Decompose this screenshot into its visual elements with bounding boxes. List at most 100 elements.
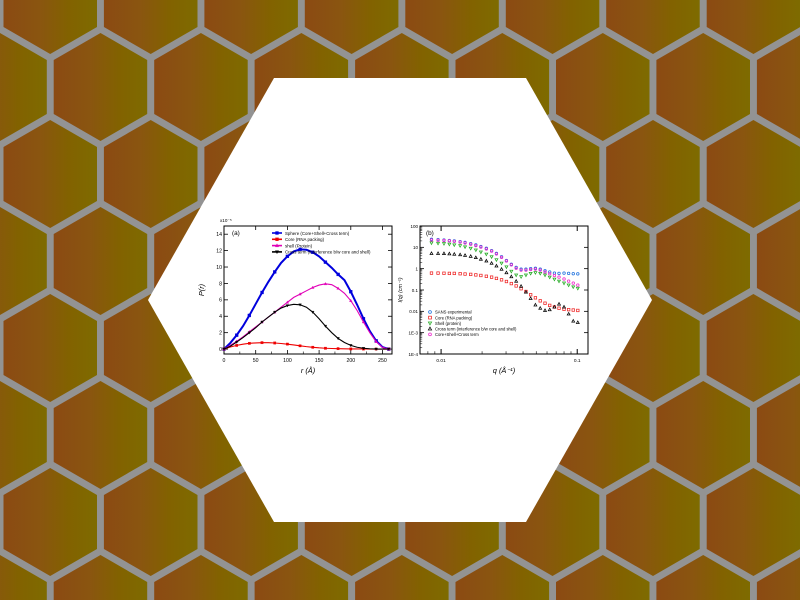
data-point-marker	[533, 302, 538, 307]
honeycomb-cell	[0, 33, 47, 141]
honeycomb-cell	[103, 0, 198, 54]
data-point-marker	[349, 298, 353, 302]
legend-label: Sphere (Core+Shell+Cross term)	[285, 231, 350, 236]
data-point-marker	[489, 249, 494, 253]
data-point-marker	[435, 251, 441, 255]
data-point-marker	[571, 272, 575, 276]
y-tick-label: 1E-3	[408, 330, 418, 335]
data-point-marker	[458, 244, 463, 248]
data-point-marker	[298, 344, 302, 348]
data-point-marker	[473, 248, 478, 253]
data-point-marker	[468, 246, 473, 251]
honeycomb-cell	[706, 294, 800, 402]
data-point-marker	[298, 247, 302, 252]
honeycomb-cell	[455, 555, 550, 600]
data-point-marker	[514, 284, 518, 288]
x-tick-label: 0.01	[436, 358, 446, 364]
data-point-marker	[474, 244, 478, 248]
data-point-marker	[222, 347, 226, 351]
data-point-marker	[528, 271, 533, 276]
data-point-marker	[566, 311, 571, 316]
data-point-marker	[387, 347, 391, 351]
data-point-marker	[436, 238, 440, 242]
data-point-marker	[523, 289, 529, 294]
data-point-marker	[543, 301, 547, 305]
data-point-marker	[458, 272, 462, 276]
data-point-marker	[427, 326, 433, 331]
data-point-marker	[361, 320, 366, 324]
data-point-marker	[567, 271, 571, 276]
data-point-marker	[452, 239, 456, 244]
data-point-marker	[429, 241, 434, 246]
data-point-marker	[479, 245, 483, 249]
legend-label: Core (RNA packing)	[285, 237, 325, 242]
data-point-marker	[469, 242, 473, 246]
series-line	[223, 283, 389, 350]
data-point-marker	[462, 245, 468, 250]
data-point-marker	[562, 271, 566, 275]
data-point-marker	[336, 347, 340, 351]
data-point-marker	[428, 315, 432, 320]
data-point-marker	[571, 308, 575, 312]
honeycomb-cell	[3, 468, 97, 576]
data-point-marker	[499, 255, 504, 259]
x-tick-label: 100	[283, 358, 292, 364]
data-point-marker	[452, 251, 457, 256]
data-point-marker	[447, 242, 452, 247]
y-axis-label: I(q) (cm⁻¹)	[398, 277, 404, 302]
x-tick-label: 200	[346, 358, 355, 364]
panel-a-label: (a)	[232, 230, 240, 237]
data-point-marker	[556, 301, 562, 306]
honeycomb-cell	[556, 555, 650, 600]
data-point-marker	[538, 299, 542, 303]
data-point-marker	[286, 342, 289, 346]
legend-label: Cross term (interference b/w core and sh…	[285, 250, 371, 255]
x-tick-label: 250	[378, 358, 387, 364]
data-point-marker	[323, 260, 328, 264]
data-point-marker	[323, 282, 328, 286]
data-point-marker	[349, 344, 353, 348]
data-point-marker	[557, 306, 561, 310]
data-point-marker	[235, 340, 239, 344]
data-point-marker	[273, 341, 277, 345]
honeycomb-cell	[254, 555, 349, 600]
y-tick-label: 0.1	[412, 288, 419, 293]
scientific-figure: 0 50 100 150 200 250 0 2 4 6 8 10 12 14 x10⁻⁵ (a) r (Å) P…	[196, 212, 600, 384]
y-tick-label: 14	[216, 232, 222, 238]
honeycomb-cell	[0, 381, 47, 489]
data-point-marker	[533, 271, 538, 275]
data-point-marker	[273, 270, 277, 274]
data-point-marker	[374, 347, 378, 351]
honeycomb-cell	[3, 0, 97, 54]
honeycomb-cell	[756, 35, 800, 139]
data-point-marker	[528, 296, 533, 300]
data-point-marker	[538, 268, 542, 272]
data-point-marker	[260, 290, 264, 295]
data-point-marker	[542, 273, 548, 278]
honeycomb-cell	[505, 0, 600, 54]
honeycomb-cell	[656, 207, 750, 315]
data-point-marker	[552, 277, 557, 282]
data-point-marker	[285, 254, 290, 259]
data-point-marker	[484, 252, 489, 257]
data-point-marker	[349, 347, 353, 351]
data-point-marker	[235, 333, 239, 337]
data-point-marker	[494, 276, 499, 281]
data-point-marker	[349, 289, 353, 294]
y-tick-label: 10	[413, 245, 419, 250]
data-point-marker	[529, 267, 533, 272]
data-point-marker	[542, 308, 548, 312]
honeycomb-cell	[154, 555, 248, 600]
data-point-marker	[571, 285, 576, 290]
legend-label: shell (Protein)	[285, 243, 313, 248]
data-point-marker	[478, 256, 483, 261]
data-point-marker	[529, 293, 533, 297]
x-tick-label: 50	[253, 358, 259, 364]
data-point-marker	[484, 247, 488, 251]
data-point-marker	[566, 283, 571, 288]
data-point-marker	[494, 258, 499, 263]
data-point-marker	[576, 308, 580, 313]
data-point-marker	[575, 286, 580, 291]
data-point-marker	[311, 285, 315, 289]
data-point-marker	[519, 275, 524, 279]
